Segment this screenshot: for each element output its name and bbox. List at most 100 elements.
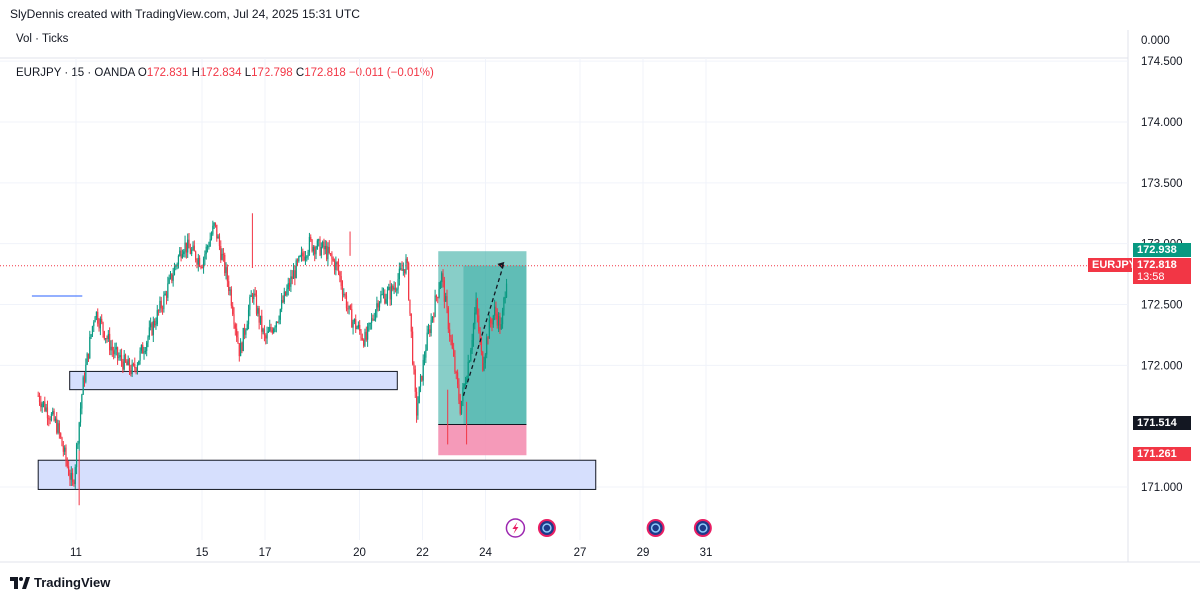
candle-body — [213, 222, 215, 226]
candle-body — [119, 355, 121, 358]
candle-body — [422, 359, 424, 381]
candle-body — [433, 316, 435, 318]
candle-body — [333, 260, 336, 270]
candle-body — [277, 321, 279, 323]
candle-body — [229, 289, 231, 291]
candle-body — [427, 329, 430, 333]
candle-body — [202, 258, 205, 268]
candle-body — [65, 447, 67, 461]
candle-body — [370, 318, 373, 323]
last-price-value: 172.818 — [1137, 258, 1177, 271]
candle-body — [401, 268, 403, 271]
candle-body — [501, 310, 504, 325]
candle-body — [312, 247, 314, 252]
price-axis: 174.500174.000173.500173.000172.500172.0… — [1141, 56, 1183, 494]
candle-body — [159, 300, 161, 311]
candle-body — [367, 326, 369, 340]
candle-body — [360, 330, 362, 339]
candle-body — [38, 395, 41, 403]
candle-body — [181, 254, 184, 259]
countdown-value: 13:58 — [1137, 270, 1165, 283]
candle-body — [180, 250, 182, 259]
candle-body — [154, 320, 156, 326]
candle-body — [210, 234, 213, 239]
candle-body — [191, 249, 193, 254]
candle-body — [402, 269, 404, 271]
candle-body — [472, 324, 475, 341]
candle-body — [124, 354, 127, 362]
candle-body — [54, 418, 56, 421]
candle-body — [216, 224, 218, 239]
candle-body — [160, 300, 162, 309]
candle-body — [46, 407, 49, 419]
candle-body — [206, 246, 209, 248]
candle-body — [79, 408, 82, 423]
candle-body — [376, 303, 378, 311]
y-tick-label: 173.500 — [1141, 178, 1183, 190]
candle-body — [396, 289, 398, 291]
symbol-tag: EURJPY — [1088, 257, 1136, 272]
candle-body — [294, 270, 296, 279]
candle-body — [467, 361, 469, 379]
x-tick-label: 24 — [479, 547, 492, 559]
candle-body — [373, 319, 375, 321]
overlays — [0, 261, 1128, 396]
x-tick-label: 11 — [70, 547, 82, 559]
candle-body — [236, 328, 238, 338]
candle-body — [344, 294, 346, 296]
chart-author-line: SlyDennis created with TradingView.com, … — [10, 7, 360, 21]
candle-body — [482, 351, 484, 371]
candle-body — [480, 340, 483, 352]
x-tick-label: 15 — [196, 547, 209, 559]
y-tick-label: 171.000 — [1141, 482, 1183, 494]
candle-body — [113, 350, 115, 355]
y-tick-label: 172.000 — [1141, 360, 1183, 372]
candle-body — [200, 266, 202, 268]
event-markers — [505, 518, 712, 538]
candle-body — [83, 377, 86, 382]
candle-body — [56, 418, 58, 433]
candle-body — [356, 327, 358, 330]
candle-body — [308, 236, 311, 253]
candle-body — [455, 371, 457, 373]
candle-body — [347, 308, 349, 310]
candle-body — [146, 342, 148, 351]
candle-body — [454, 355, 456, 372]
tradingview-logo[interactable]: TradingView — [10, 575, 110, 590]
candle-body — [322, 241, 324, 248]
candle-body — [392, 285, 394, 290]
ohlc-legend[interactable]: EURJPY · 15 · OANDA O172.831 H172.834 L1… — [16, 67, 434, 79]
candle-body — [410, 313, 412, 332]
candle-body — [175, 265, 177, 267]
candle-body — [266, 332, 268, 339]
candle-body — [142, 345, 144, 354]
x-tick-label: 31 — [700, 547, 713, 559]
candle-body — [60, 433, 62, 438]
x-tick-label: 29 — [637, 547, 650, 559]
candle-body — [37, 395, 39, 397]
demand-zone-lower — [37, 459, 597, 490]
candle-body — [492, 315, 494, 325]
candle-body — [353, 319, 355, 322]
candle-body — [458, 384, 460, 401]
candle-body — [73, 481, 75, 485]
candle-body — [192, 245, 194, 250]
candle-body — [456, 372, 459, 385]
candle-body — [64, 447, 66, 452]
candle-body — [438, 288, 440, 298]
candle-body — [122, 361, 124, 370]
tradingview-brand: TradingView — [34, 575, 111, 590]
candle-body — [388, 286, 390, 291]
volume-legend[interactable]: Vol · Ticks — [16, 33, 69, 45]
candle-body — [466, 378, 468, 384]
candle-body — [49, 419, 51, 421]
candle-body — [490, 319, 492, 324]
candle-body — [290, 276, 292, 287]
candle-body — [68, 466, 70, 476]
candle-body — [505, 283, 508, 298]
candle-body — [348, 305, 350, 309]
candle-body — [270, 326, 272, 330]
candle-body — [443, 280, 445, 302]
candle-body — [263, 329, 266, 336]
